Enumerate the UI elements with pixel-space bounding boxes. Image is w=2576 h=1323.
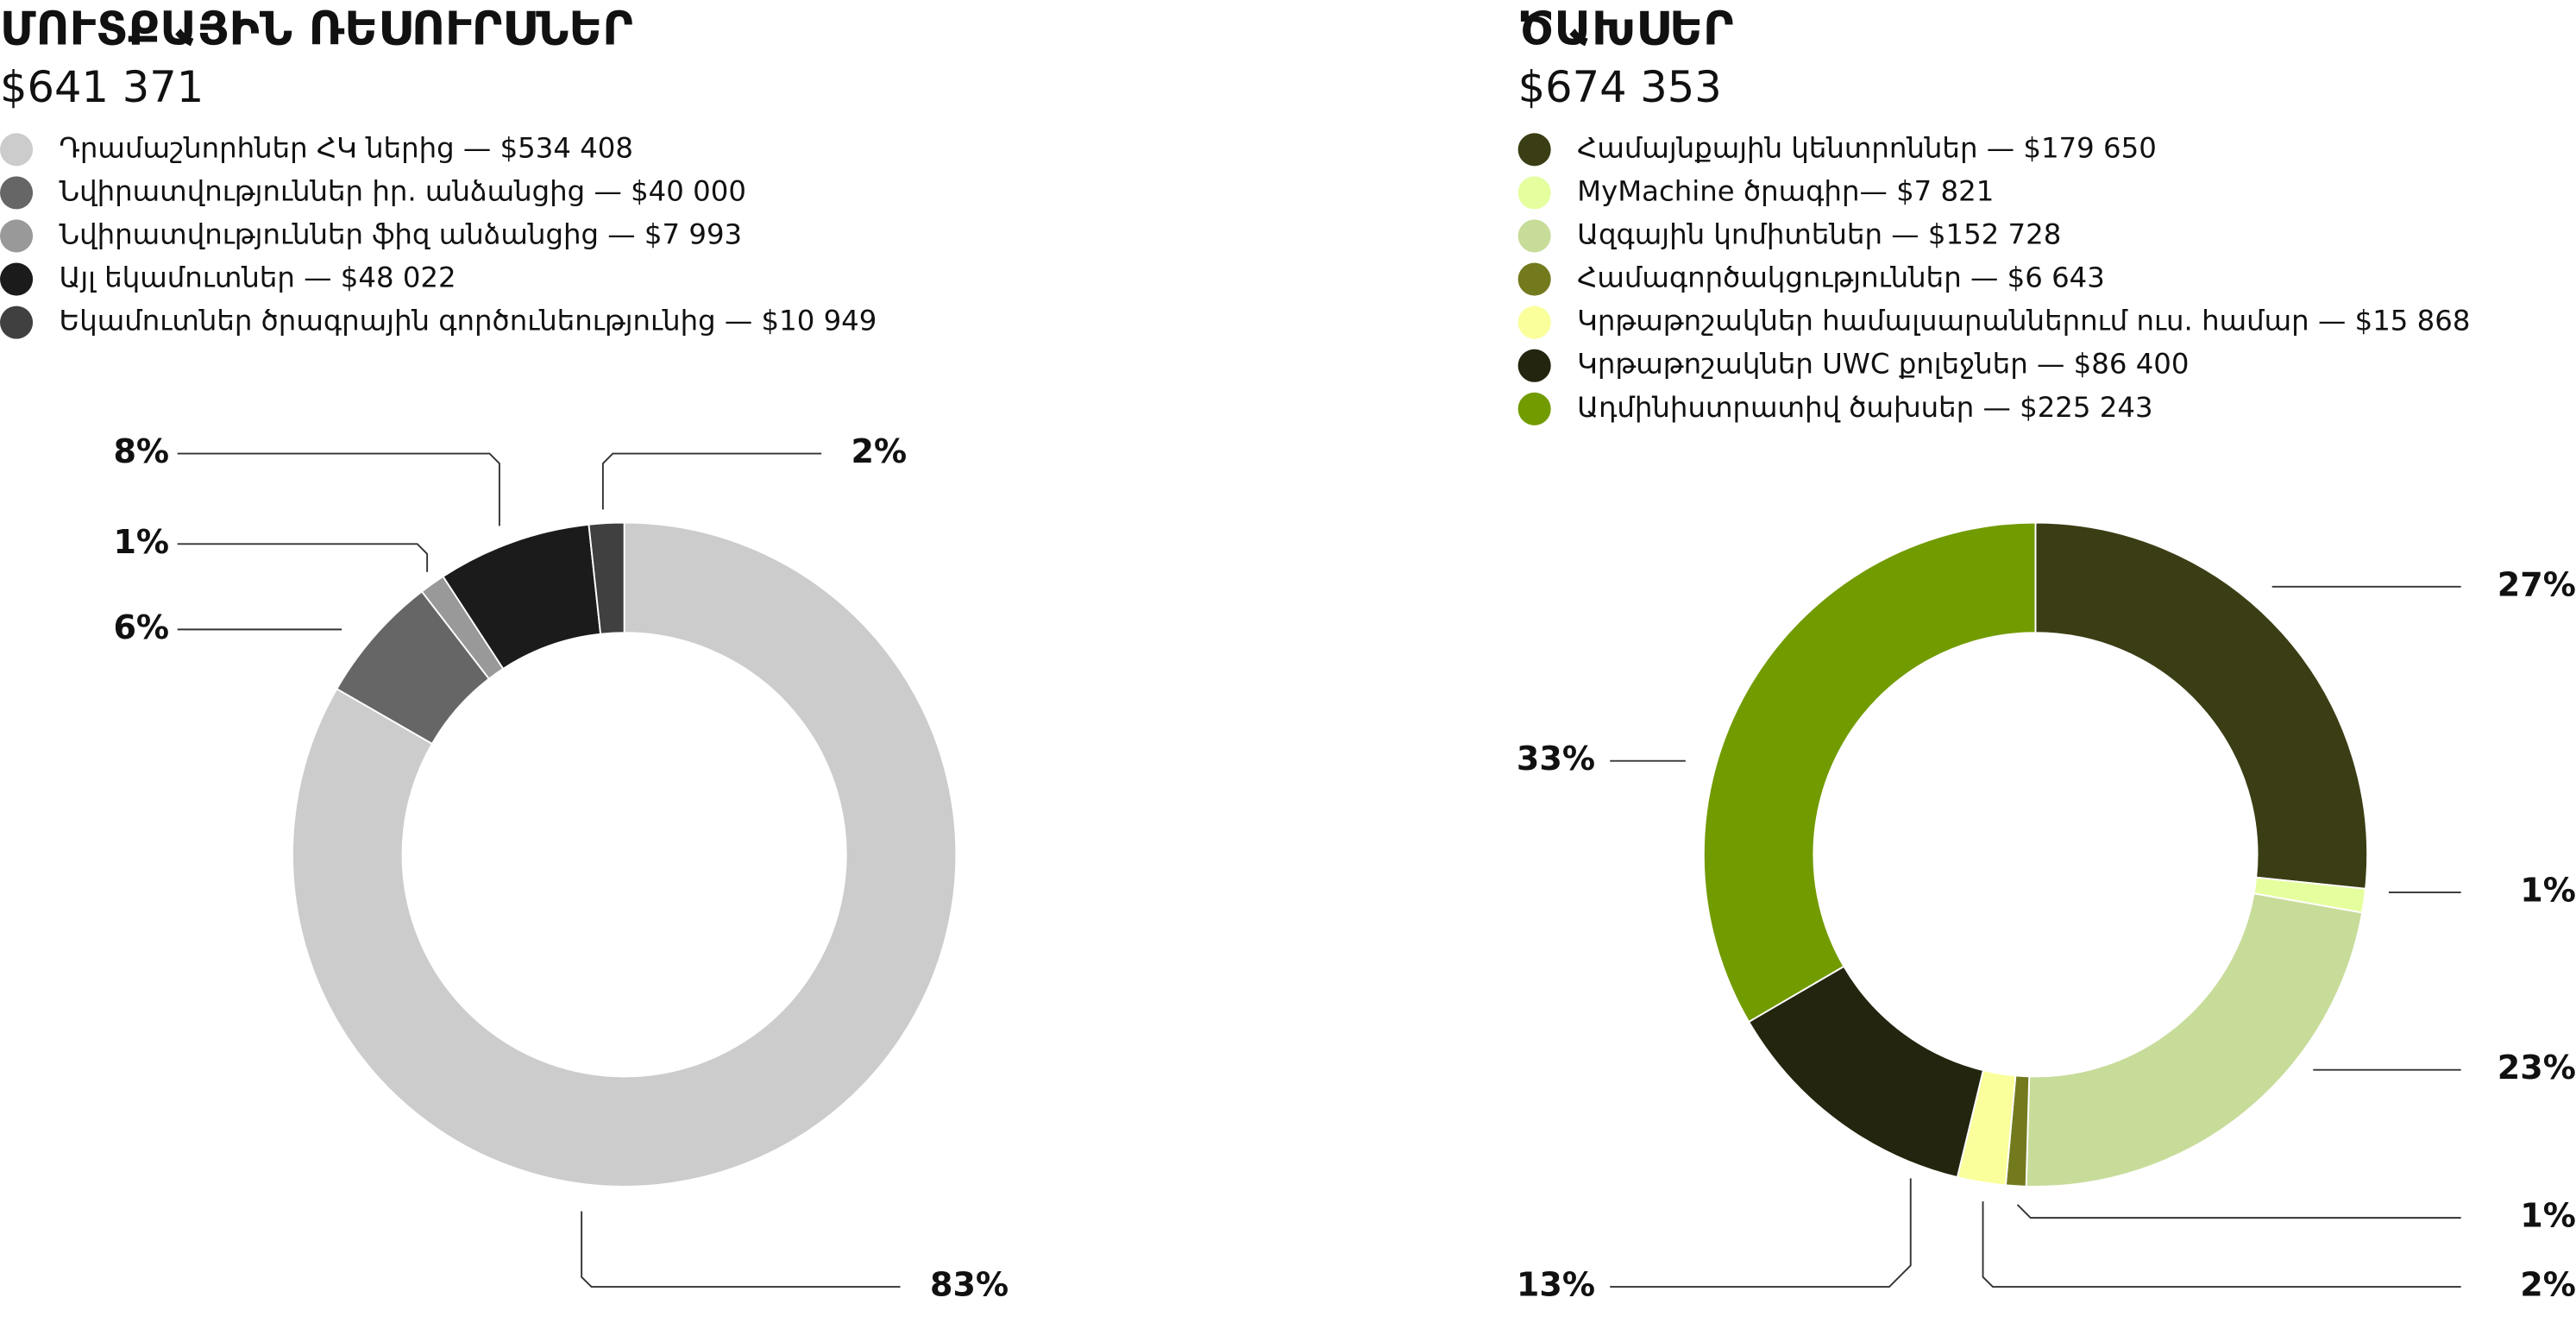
- legend-label: Կրթաթոշակներ համալսարաններում ուս. համար…: [1577, 305, 2470, 337]
- donut-slice: [2025, 892, 2364, 1188]
- legend-swatch: [1517, 176, 1551, 210]
- leader-line: [2016, 1204, 2461, 1219]
- donut-slice: [2034, 521, 2369, 890]
- chart-total: $641 371: [0, 62, 204, 112]
- donut-slice: [1702, 521, 2037, 1024]
- legend-label: Ադմինիստրատիվ ծախսեր — $225 243: [1577, 391, 2152, 424]
- legend-swatch: [0, 219, 34, 253]
- legend-swatch: [1517, 262, 1551, 296]
- percent-label: 1%: [2520, 1197, 2576, 1235]
- legend-label: MyMachine ծրագիր— $7 821: [1577, 174, 1994, 207]
- leader-line: [581, 1211, 901, 1288]
- legend-swatch: [1517, 219, 1551, 253]
- legend-swatch: [1517, 392, 1551, 425]
- leader-line: [601, 452, 822, 510]
- chart-title: ԾԱԽՍԵՐ: [1518, 2, 1734, 55]
- donut-slice: [587, 521, 625, 635]
- legend-swatch: [0, 176, 34, 210]
- legend-label: Դրամաշնորհներ ՀԿ ներից — $534 408: [60, 131, 633, 164]
- percent-label: 2%: [2520, 1266, 2576, 1304]
- percent-label: 2%: [851, 432, 907, 470]
- percent-label: 8%: [113, 432, 169, 470]
- chart-total: $674 353: [1518, 62, 1722, 112]
- chart-title: ՄՈՒՏՔԱՅԻՆ ՌԵՍՈՒՐՍՆԵՐ: [0, 2, 633, 55]
- percent-label: 6%: [113, 608, 169, 646]
- legend-label: Եկամուտներ ծրագրային գործունեությունից —…: [60, 305, 877, 337]
- legend-label: Այլ եկամուտներ — $48 022: [60, 261, 456, 294]
- percent-label: 27%: [2497, 565, 2576, 603]
- donut-slice: [292, 521, 958, 1188]
- legend-swatch: [1517, 133, 1551, 167]
- leader-line: [177, 452, 500, 526]
- legend-label: Համագործակցություններ — $6 643: [1577, 261, 2105, 294]
- legend-swatch: [0, 133, 34, 167]
- legend-label: Ազգային կոմիտեներ — $152 728: [1577, 217, 2061, 250]
- leader-line: [1610, 1178, 1912, 1288]
- legend-label: Նվիրատվություններ իր. անձանցից — $40 000: [60, 174, 746, 207]
- legend-swatch: [1517, 306, 1551, 339]
- percent-label: 33%: [1517, 740, 1595, 778]
- legend-label: Նվիրատվություններ ֆիզ անձանցից — $7 993: [60, 217, 743, 250]
- legend-label: Կրթաթոշակներ UWC քոլեջներ — $86 400: [1577, 348, 2189, 381]
- legend-swatch: [1517, 349, 1551, 382]
- percent-label: 1%: [113, 523, 169, 561]
- percent-label: 13%: [1517, 1266, 1595, 1304]
- leader-line: [1982, 1201, 2461, 1288]
- legend-label: Համայնքային կենտրոններ — $179 650: [1577, 131, 2157, 164]
- leader-line: [177, 543, 429, 572]
- legend-swatch: [0, 262, 34, 296]
- percent-label: 83%: [930, 1266, 1008, 1304]
- percent-label: 23%: [2497, 1049, 2576, 1087]
- legend-swatch: [0, 306, 34, 339]
- percent-label: 1%: [2520, 872, 2576, 910]
